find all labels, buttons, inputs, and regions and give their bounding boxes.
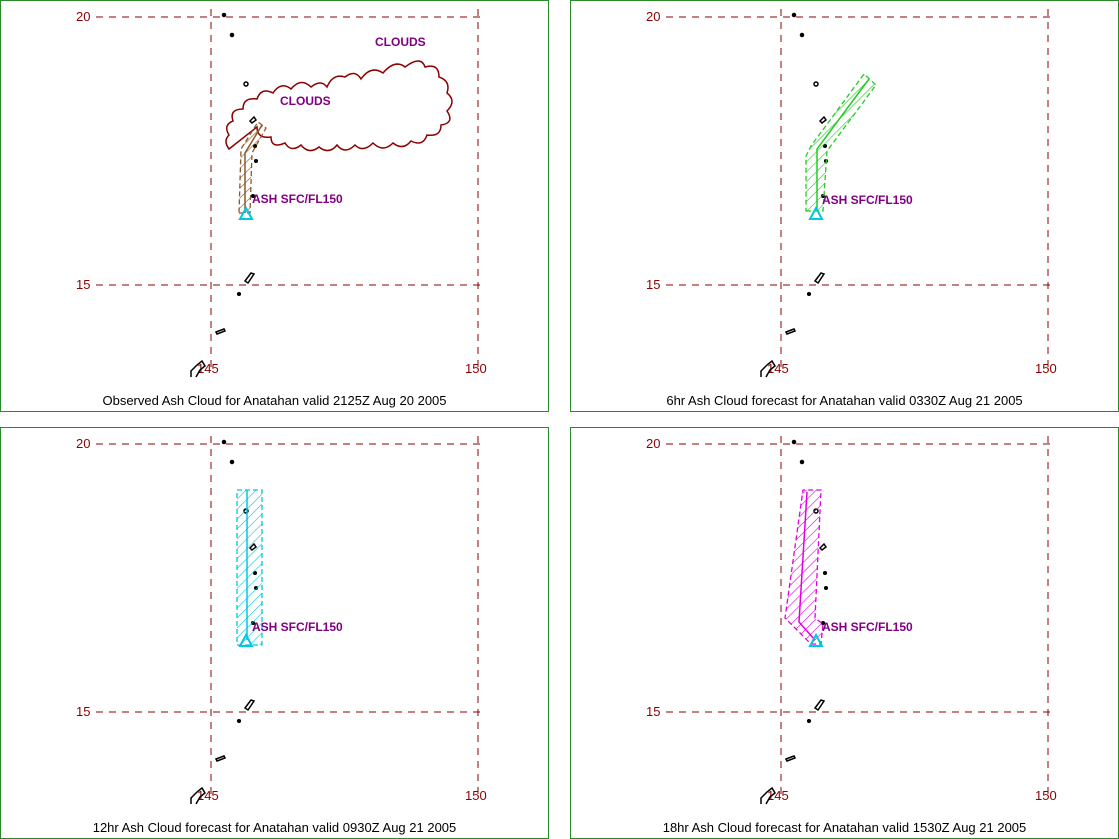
lon-label-150: 150 (1035, 788, 1057, 803)
lat-label-15: 15 (76, 704, 90, 719)
cloud-outline (225, 60, 453, 152)
lat-label-20: 20 (76, 436, 90, 451)
lon-label-145: 145 (767, 361, 789, 376)
lat-label-15: 15 (76, 277, 90, 292)
map-18hr: 20 15 145 150 ASH SFC/FL150 (646, 436, 1057, 805)
map-6hr: 20 15 145 150 ASH SFC/FL150 (646, 9, 1057, 378)
ash-cloud-area (784, 489, 824, 645)
lon-label-150: 150 (465, 361, 487, 376)
ash-label: ASH SFC/FL150 (252, 192, 343, 206)
grid-lines (666, 436, 1056, 800)
ash-label: ASH SFC/FL150 (822, 193, 913, 207)
panel-caption: 12hr Ash Cloud forecast for Anatahan val… (92, 820, 457, 835)
lat-label-20: 20 (646, 9, 660, 24)
ash-cloud-area (236, 489, 263, 646)
grid-lines (96, 9, 486, 373)
ash-label: ASH SFC/FL150 (822, 620, 913, 634)
lat-label-20: 20 (76, 9, 90, 24)
panel-caption: Observed Ash Cloud for Anatahan valid 21… (102, 393, 447, 408)
map-panel-6hr: 20 15 145 150 ASH SFC/FL150 6hr Ash Clou… (570, 0, 1119, 412)
lon-label-150: 150 (465, 788, 487, 803)
volcano-icon (238, 632, 254, 647)
panel-caption: 18hr Ash Cloud forecast for Anatahan val… (662, 820, 1027, 835)
map-observed: 20 15 145 150 CLOUDS CLOUDS ASH SFC/FL15… (76, 9, 487, 378)
lon-label-145: 145 (767, 788, 789, 803)
grid-lines (666, 9, 1056, 373)
ash-cloud-axis (816, 78, 870, 211)
volcano-icon (808, 205, 824, 220)
clouds-label: CLOUDS (375, 35, 426, 49)
lon-label-145: 145 (197, 361, 219, 376)
map-panel-18hr: 20 15 145 150 ASH SFC/FL150 18hr Ash Clo… (570, 427, 1119, 839)
lat-label-15: 15 (646, 277, 660, 292)
ash-cloud-area (805, 73, 877, 212)
lat-label-15: 15 (646, 704, 660, 719)
map-panel-12hr: 20 15 145 150 ASH SFC/FL150 12hr Ash Clo… (0, 427, 549, 839)
map-12hr: 20 15 145 150 ASH SFC/FL150 (76, 436, 487, 805)
ash-cloud-axis (798, 491, 816, 641)
lat-label-20: 20 (646, 436, 660, 451)
grid-lines (96, 436, 486, 800)
volcano-icon (808, 632, 824, 647)
ash-cloud-axis (244, 124, 263, 213)
panel-caption: 6hr Ash Cloud forecast for Anatahan vali… (666, 393, 1023, 408)
clouds-label: CLOUDS (280, 94, 331, 108)
volcano-icon (238, 205, 254, 220)
lon-label-150: 150 (1035, 361, 1057, 376)
lon-label-145: 145 (197, 788, 219, 803)
ash-label: ASH SFC/FL150 (252, 620, 343, 634)
map-panel-observed: 20 15 145 150 CLOUDS CLOUDS ASH SFC/FL15… (0, 0, 549, 412)
